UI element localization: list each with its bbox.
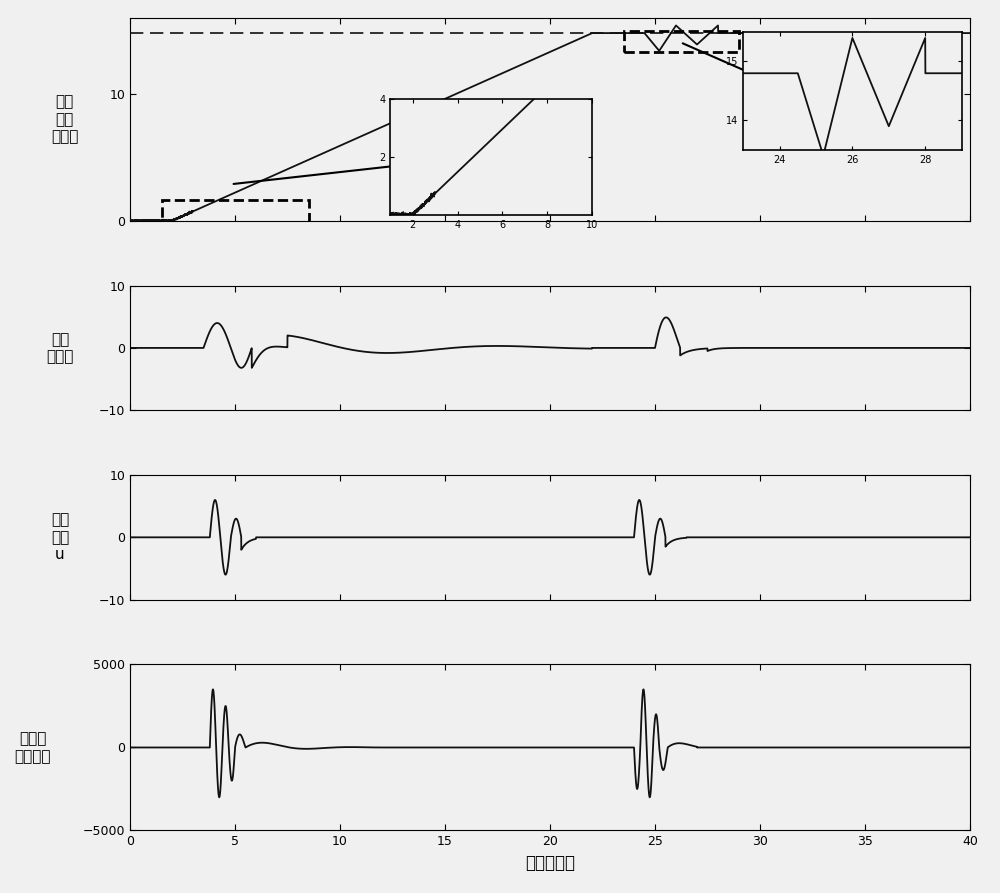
Bar <box>162 201 308 223</box>
Y-axis label: 中间
变量
u: 中间 变量 u <box>51 513 69 563</box>
Y-axis label: 控制力
（牛顿）: 控制力 （牛顿） <box>14 731 51 764</box>
Bar <box>624 30 739 52</box>
X-axis label: 时间（秒）: 时间（秒） <box>525 854 575 872</box>
Y-axis label: 台车
位移
（米）: 台车 位移 （米） <box>51 95 79 144</box>
Y-axis label: 摆角
（度）: 摆角 （度） <box>46 331 74 364</box>
